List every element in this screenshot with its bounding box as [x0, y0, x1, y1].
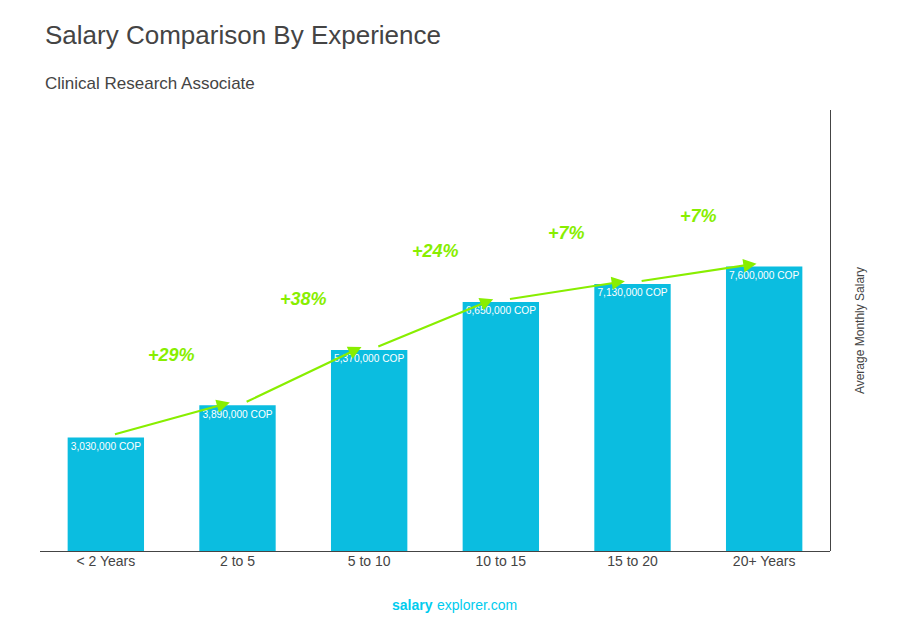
- svg-text:7,600,000 COP: 7,600,000 COP: [729, 270, 799, 281]
- svg-text:+24%: +24%: [412, 241, 459, 261]
- svg-text:6,650,000 COP: 6,650,000 COP: [466, 305, 536, 316]
- svg-text:+7%: +7%: [548, 223, 585, 243]
- svg-text:20+ Years: 20+ Years: [733, 553, 796, 569]
- svg-text:salary: salary: [392, 597, 433, 613]
- svg-text:+38%: +38%: [280, 289, 327, 309]
- svg-text:+29%: +29%: [148, 345, 195, 365]
- svg-text:10 to 15: 10 to 15: [476, 553, 527, 569]
- svg-text:2 to 5: 2 to 5: [220, 553, 255, 569]
- svg-text:15 to 20: 15 to 20: [607, 553, 658, 569]
- svg-text:Salary Comparison By Experienc: Salary Comparison By Experience: [45, 20, 441, 50]
- svg-text:Clinical Research Associate: Clinical Research Associate: [45, 74, 255, 93]
- svg-text:Average Monthly Salary: Average Monthly Salary: [853, 267, 867, 394]
- svg-text:3,030,000 COP: 3,030,000 COP: [71, 441, 141, 452]
- svg-text:+7%: +7%: [680, 206, 717, 226]
- svg-text:5,370,000 COP: 5,370,000 COP: [334, 353, 404, 364]
- svg-text:< 2 Years: < 2 Years: [76, 553, 135, 569]
- svg-text:explorer.com: explorer.com: [437, 597, 517, 613]
- svg-text:7,130,000 COP: 7,130,000 COP: [597, 287, 667, 298]
- svg-text:5 to 10: 5 to 10: [348, 553, 391, 569]
- svg-text:3,890,000 COP: 3,890,000 COP: [202, 409, 272, 420]
